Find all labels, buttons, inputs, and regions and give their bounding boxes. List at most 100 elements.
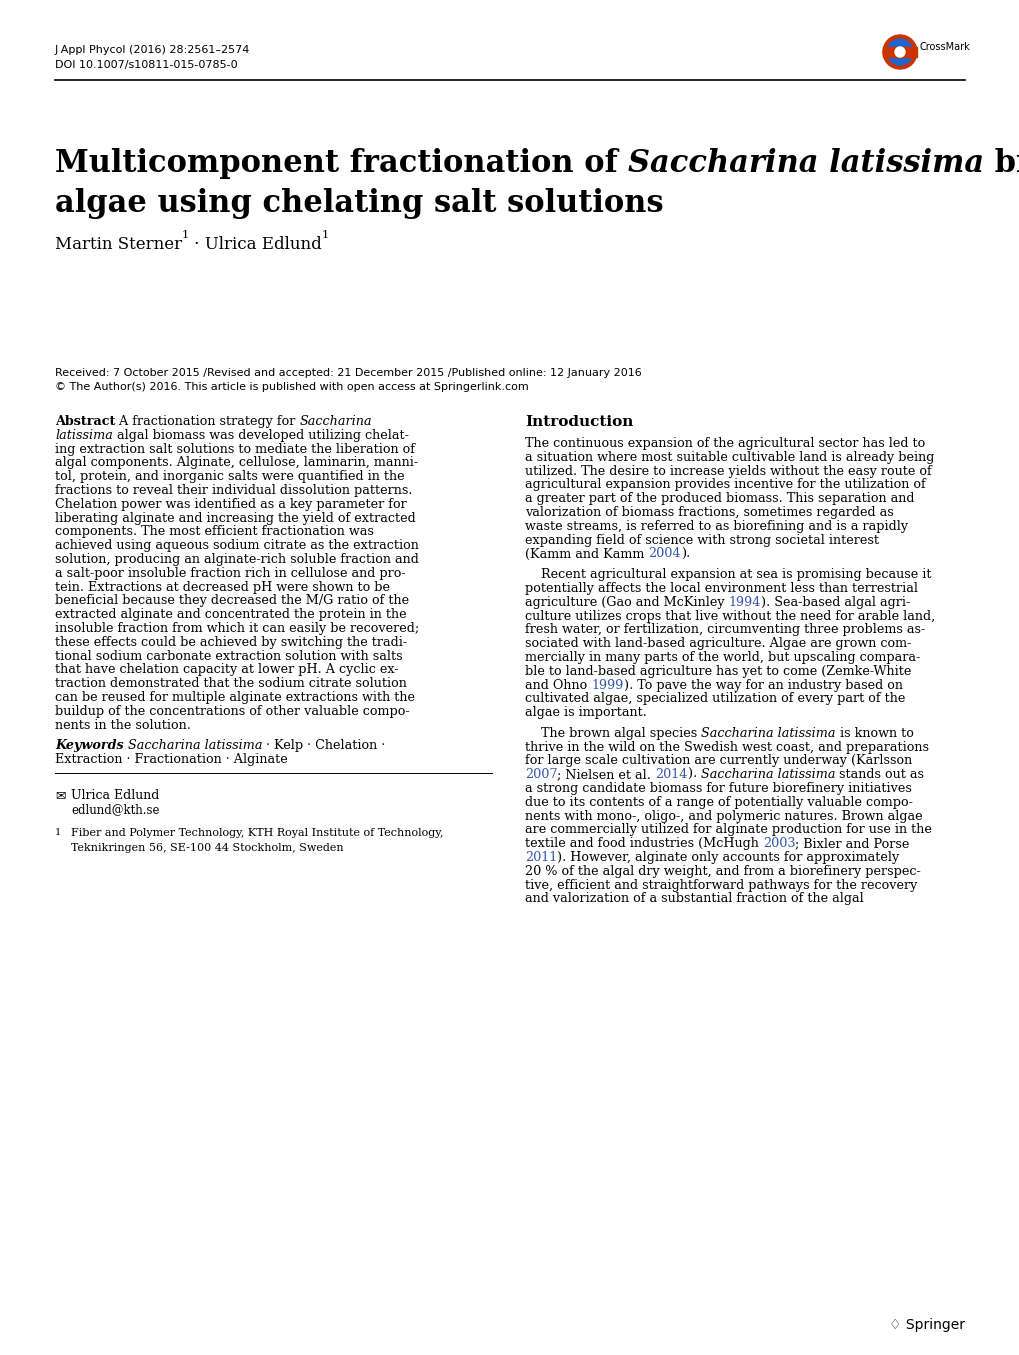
Text: 20 % of the algal dry weight, and from a biorefinery perspec-: 20 % of the algal dry weight, and from a… [525,864,920,878]
Text: © The Author(s) 2016. This article is published with open access at Springerlink: © The Author(s) 2016. This article is pu… [55,382,528,392]
Text: a situation where most suitable cultivable land is already being: a situation where most suitable cultivab… [525,451,933,463]
Text: a greater part of the produced biomass. This separation and: a greater part of the produced biomass. … [525,492,914,505]
Text: Abstract: Abstract [55,415,115,428]
Text: is known to: is known to [835,726,913,740]
Text: that have chelation capacity at lower pH. A cyclic ex-: that have chelation capacity at lower pH… [55,664,398,676]
Text: ♢ Springer: ♢ Springer [889,1318,964,1332]
Text: liberating alginate and increasing the yield of extracted: liberating alginate and increasing the y… [55,512,416,524]
Text: tein. Extractions at decreased pH were shown to be: tein. Extractions at decreased pH were s… [55,580,389,593]
Text: a salt-poor insoluble fraction rich in cellulose and pro-: a salt-poor insoluble fraction rich in c… [55,566,406,580]
Text: 1999: 1999 [591,679,623,691]
Text: valorization of biomass fractions, sometimes regarded as: valorization of biomass fractions, somet… [525,505,893,519]
Text: for large scale cultivation are currently underway (Karlsson: for large scale cultivation are currentl… [525,755,911,767]
Text: due to its contents of a range of potentially valuable compo-: due to its contents of a range of potent… [525,795,912,809]
Text: algae is important.: algae is important. [525,706,646,720]
Text: algal biomass was developed utilizing chelat-: algal biomass was developed utilizing ch… [113,428,409,442]
Text: potentially affects the local environment less than terrestrial: potentially affects the local environmen… [525,583,917,595]
Text: ; Bixler and Porse: ; Bixler and Porse [795,837,909,851]
Text: algae using chelating salt solutions: algae using chelating salt solutions [55,188,663,220]
Text: ).: ). [687,768,700,782]
Text: 1: 1 [55,828,61,836]
Text: these effects could be achieved by switching the tradi-: these effects could be achieved by switc… [55,635,407,649]
Text: expanding field of science with strong societal interest: expanding field of science with strong s… [525,534,878,546]
Text: stands out as: stands out as [835,768,923,782]
Text: Ulrica Edlund: Ulrica Edlund [71,789,159,802]
Text: culture utilizes crops that live without the need for arable land,: culture utilizes crops that live without… [525,610,934,622]
Text: insoluble fraction from which it can easily be recovered;: insoluble fraction from which it can eas… [55,622,419,635]
Text: solution, producing an alginate-rich soluble fraction and: solution, producing an alginate-rich sol… [55,553,419,566]
Text: ble to land-based agriculture has yet to come (Zemke-White: ble to land-based agriculture has yet to… [525,665,911,678]
Text: 2004: 2004 [648,547,681,561]
Text: DOI 10.1007/s10811-015-0785-0: DOI 10.1007/s10811-015-0785-0 [55,60,237,70]
Text: 1994: 1994 [728,596,760,608]
Text: The continuous expansion of the agricultural sector has led to: The continuous expansion of the agricult… [525,438,924,450]
Ellipse shape [882,35,916,69]
Text: Extraction · Fractionation · Alginate: Extraction · Fractionation · Alginate [55,753,287,766]
Text: brown: brown [983,148,1019,179]
Text: mercially in many parts of the world, but upscaling compara-: mercially in many parts of the world, bu… [525,650,919,664]
Text: Saccharina latissima: Saccharina latissima [127,740,262,752]
Text: can be reused for multiple alginate extractions with the: can be reused for multiple alginate extr… [55,691,415,705]
Text: J Appl Phycol (2016) 28:2561–2574: J Appl Phycol (2016) 28:2561–2574 [55,45,250,56]
Text: ). However, alginate only accounts for approximately: ). However, alginate only accounts for a… [556,851,899,864]
Text: fresh water, or fertilization, circumventing three problems as-: fresh water, or fertilization, circumven… [525,623,924,637]
Text: textile and food industries (McHugh: textile and food industries (McHugh [525,837,762,851]
Text: nents with mono-, oligo-, and polymeric natures. Brown algae: nents with mono-, oligo-, and polymeric … [525,810,922,822]
Text: ). Sea-based algal agri-: ). Sea-based algal agri- [760,596,909,608]
Text: The brown algal species: The brown algal species [525,726,701,740]
Text: 2003: 2003 [762,837,795,851]
Text: (Kamm and Kamm: (Kamm and Kamm [525,547,648,561]
Text: beneficial because they decreased the M/G ratio of the: beneficial because they decreased the M/… [55,595,409,607]
Text: Martin Sterner: Martin Sterner [55,236,182,253]
Text: thrive in the wild on the Swedish west coast, and preparations: thrive in the wild on the Swedish west c… [525,741,928,753]
Text: Teknikringen 56, SE-100 44 Stockholm, Sweden: Teknikringen 56, SE-100 44 Stockholm, Sw… [64,843,343,852]
Text: and valorization of a substantial fraction of the algal: and valorization of a substantial fracti… [525,893,863,905]
Text: extracted alginate and concentrated the protein in the: extracted alginate and concentrated the … [55,608,407,621]
Text: Chelation power was identified as a key parameter for: Chelation power was identified as a key … [55,497,407,511]
Text: · Kelp · Chelation ·: · Kelp · Chelation · [262,740,385,752]
Text: A fractionation strategy for: A fractionation strategy for [115,415,300,428]
Text: utilized. The desire to increase yields without the easy route of: utilized. The desire to increase yields … [525,465,930,478]
Text: Saccharina latissima: Saccharina latissima [701,726,835,740]
Text: buildup of the concentrations of other valuable compo-: buildup of the concentrations of other v… [55,705,410,718]
Text: fractions to reveal their individual dissolution patterns.: fractions to reveal their individual dis… [55,484,412,497]
Text: cultivated algae, specialized utilization of every part of the: cultivated algae, specialized utilizatio… [525,692,905,706]
Text: components. The most efficient fractionation was: components. The most efficient fractiona… [55,526,374,538]
Text: agriculture (Gao and McKinley: agriculture (Gao and McKinley [525,596,728,608]
Circle shape [894,47,904,57]
Text: Saccharina latissima: Saccharina latissima [628,148,983,179]
Text: achieved using aqueous sodium citrate as the extraction: achieved using aqueous sodium citrate as… [55,539,419,553]
Text: Received: 7 October 2015 /Revised and accepted: 21 December 2015 /Published onli: Received: 7 October 2015 /Revised and ac… [55,369,641,378]
Text: Saccharina latissima: Saccharina latissima [700,768,835,782]
Text: 1: 1 [182,230,190,240]
Text: · Ulrica Edlund: · Ulrica Edlund [190,236,322,253]
Text: edlund@kth.se: edlund@kth.se [71,802,159,816]
Text: a strong candidate biomass for future biorefinery initiatives: a strong candidate biomass for future bi… [525,782,911,795]
Text: tol, protein, and inorganic salts were quantified in the: tol, protein, and inorganic salts were q… [55,470,405,484]
Text: waste streams, is referred to as biorefining and is a rapidly: waste streams, is referred to as biorefi… [525,520,907,533]
Text: Saccharina: Saccharina [300,415,372,428]
Text: Recent agricultural expansion at sea is promising because it: Recent agricultural expansion at sea is … [525,568,930,581]
Text: ).: ). [681,547,690,561]
Bar [882,47,916,57]
Text: latissima: latissima [55,428,113,442]
Text: ✉: ✉ [55,789,65,802]
Text: Keywords: Keywords [55,740,123,752]
Text: tional sodium carbonate extraction solution with salts: tional sodium carbonate extraction solut… [55,649,403,663]
Text: ). To pave the way for an industry based on: ). To pave the way for an industry based… [623,679,902,691]
Text: ; Nielsen et al.: ; Nielsen et al. [557,768,655,782]
Text: 2011: 2011 [525,851,556,864]
Text: ing extraction salt solutions to mediate the liberation of: ing extraction salt solutions to mediate… [55,443,415,455]
Text: 2007: 2007 [525,768,557,782]
Text: traction demonstrated that the sodium citrate solution: traction demonstrated that the sodium ci… [55,678,407,690]
Text: and Ohno: and Ohno [525,679,591,691]
Text: tive, efficient and straightforward pathways for the recovery: tive, efficient and straightforward path… [525,878,916,892]
Text: Introduction: Introduction [525,415,633,430]
Text: are commercially utilized for alginate production for use in the: are commercially utilized for alginate p… [525,824,931,836]
Text: 1: 1 [322,230,329,240]
Text: nents in the solution.: nents in the solution. [55,718,191,732]
Text: CrossMark: CrossMark [919,42,970,51]
Text: sociated with land-based agriculture. Algae are grown com-: sociated with land-based agriculture. Al… [525,637,911,650]
Text: agricultural expansion provides incentive for the utilization of: agricultural expansion provides incentiv… [525,478,925,492]
Text: algal components. Alginate, cellulose, laminarin, manni-: algal components. Alginate, cellulose, l… [55,457,418,469]
